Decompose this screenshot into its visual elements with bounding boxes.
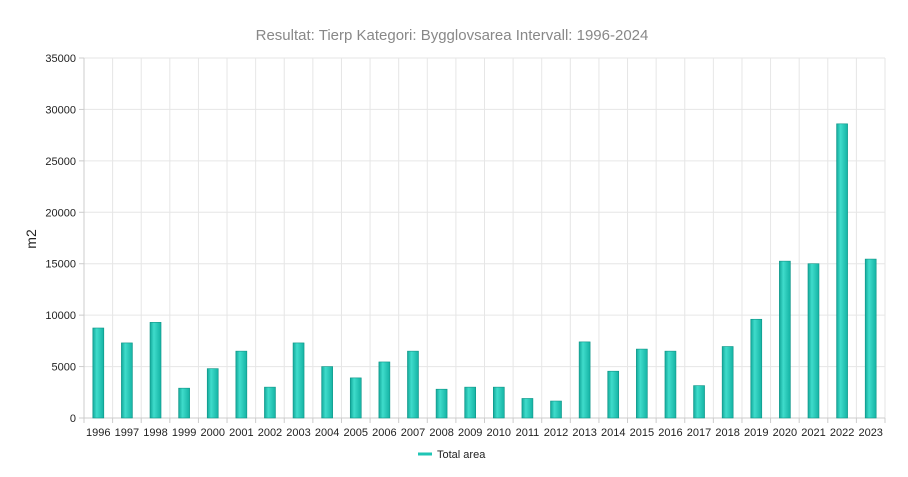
- bar-1998[interactable]: [149, 322, 162, 419]
- y-tick-label: 5000: [52, 362, 76, 374]
- x-tick-label: 1996: [86, 427, 110, 439]
- bar-2019[interactable]: [750, 318, 763, 419]
- bar-2006[interactable]: [378, 361, 391, 419]
- x-tick-label: 1999: [172, 427, 196, 439]
- y-tick-label: 15000: [45, 259, 76, 271]
- y-axis-title: m2: [23, 229, 39, 249]
- bar-2002[interactable]: [264, 386, 276, 419]
- x-tick-label: 2019: [744, 427, 768, 439]
- x-tick-label: 2001: [229, 427, 253, 439]
- x-tick-label: 2004: [315, 427, 339, 439]
- x-tick-label: 2014: [601, 427, 625, 439]
- bar-2016[interactable]: [664, 350, 677, 419]
- bar-2022[interactable]: [836, 123, 848, 419]
- bar-2023[interactable]: [864, 258, 877, 419]
- bar-2013[interactable]: [578, 341, 591, 419]
- x-tick-label: 2015: [630, 427, 654, 439]
- x-tick-label: 2020: [773, 427, 797, 439]
- bar-2018[interactable]: [721, 346, 734, 419]
- x-tick-label: 2021: [801, 427, 825, 439]
- bar-2010[interactable]: [493, 386, 505, 419]
- y-tick-label: 10000: [45, 310, 76, 322]
- bar-layer: [92, 123, 877, 419]
- chart-title: Resultat: Tierp Kategori: Bygglovsarea I…: [256, 27, 649, 44]
- x-tick-label: 2013: [572, 427, 596, 439]
- x-tick-label: 1997: [115, 427, 139, 439]
- y-tick-label: 20000: [45, 207, 76, 219]
- bar-2014[interactable]: [607, 370, 620, 419]
- bar-2003[interactable]: [292, 342, 305, 419]
- x-tick-label: 2008: [429, 427, 453, 439]
- x-tick-label: 2023: [858, 427, 882, 439]
- y-tick-label: 25000: [45, 156, 76, 168]
- x-tick-label: 2007: [401, 427, 425, 439]
- x-tick-label: 2016: [658, 427, 682, 439]
- legend-label: Total area: [437, 449, 486, 461]
- bar-2020[interactable]: [779, 260, 791, 419]
- y-tick-label: 0: [70, 413, 76, 425]
- x-tick-label: 2000: [200, 427, 224, 439]
- bar-2001[interactable]: [235, 350, 248, 419]
- bar-2005[interactable]: [349, 377, 362, 419]
- x-tick-label: 2011: [516, 427, 540, 439]
- bar-2004[interactable]: [321, 366, 333, 419]
- x-tick-label: 2002: [258, 427, 282, 439]
- bar-2012[interactable]: [550, 400, 562, 419]
- x-tick-label: 2018: [715, 427, 739, 439]
- x-tick-label: 2010: [487, 427, 511, 439]
- legend[interactable]: Total area: [418, 449, 486, 461]
- bar-2015[interactable]: [636, 348, 648, 419]
- x-tick-label: 2005: [344, 427, 368, 439]
- bar-2009[interactable]: [464, 386, 476, 419]
- x-tick-label: 2017: [687, 427, 711, 439]
- x-tick-label: 2006: [372, 427, 396, 439]
- bar-1999[interactable]: [178, 387, 190, 419]
- bar-2000[interactable]: [206, 368, 219, 419]
- y-tick-label: 35000: [45, 53, 76, 65]
- y-tick-label: 30000: [45, 104, 76, 116]
- bar-2021[interactable]: [807, 263, 820, 419]
- x-tick-label: 2009: [458, 427, 482, 439]
- x-tick-label: 2003: [286, 427, 310, 439]
- bar-2017[interactable]: [693, 385, 705, 419]
- x-tick-label: 2022: [830, 427, 854, 439]
- x-tick-label: 1998: [143, 427, 167, 439]
- bar-1997[interactable]: [121, 342, 133, 419]
- axis-layer: [79, 57, 886, 423]
- grid-layer: [83, 57, 886, 419]
- bar-1996[interactable]: [92, 327, 105, 419]
- label-layer: 0 5000 10000 15000 20000 25000 30000 35000 1996 1…: [45, 53, 883, 439]
- x-tick-label: 2012: [544, 427, 568, 439]
- bar-2007[interactable]: [407, 350, 419, 419]
- bar-2008[interactable]: [435, 388, 448, 419]
- bar-2011[interactable]: [521, 398, 534, 419]
